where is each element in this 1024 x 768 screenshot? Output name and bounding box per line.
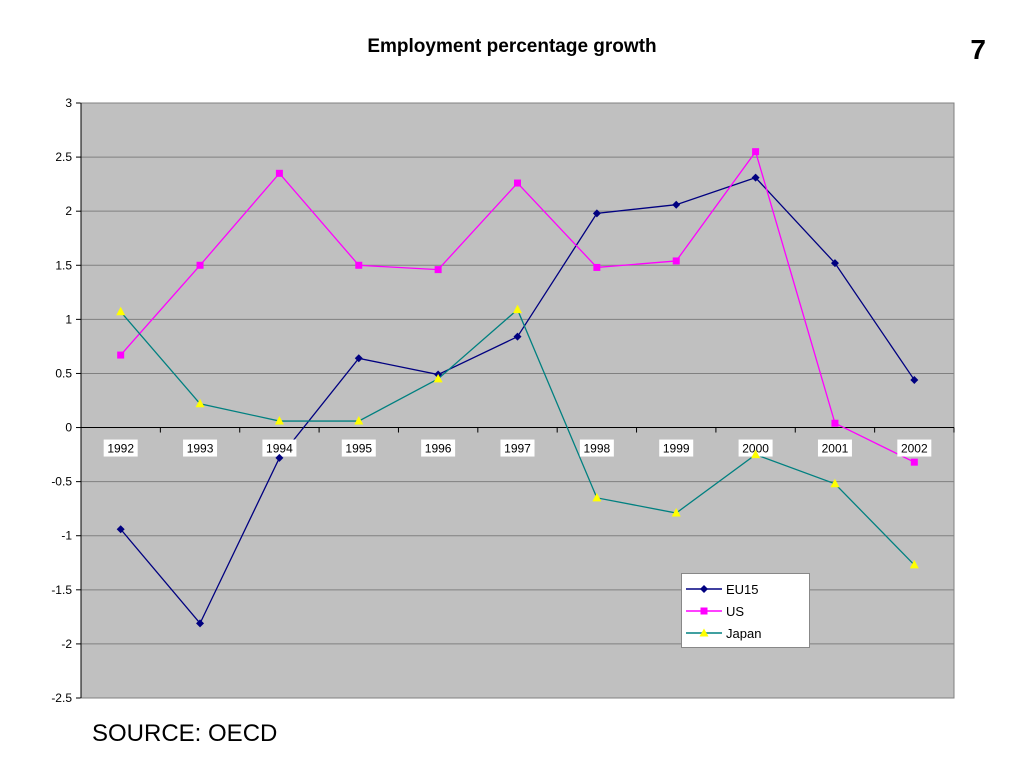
data-point-japan <box>830 478 840 488</box>
x-tick-label: 1998 <box>584 442 611 456</box>
legend-swatch-japan <box>686 628 722 637</box>
data-point-us <box>514 179 521 187</box>
legend-label-us: US <box>726 603 745 619</box>
legend-swatch-us <box>686 607 722 615</box>
data-point-japan <box>751 449 761 459</box>
data-point-eu15 <box>592 209 601 218</box>
y-tick-label: 1.5 <box>55 258 72 272</box>
chart-legend: EU15 US Japan <box>681 573 810 648</box>
x-tick-label: 2001 <box>822 442 849 456</box>
x-tick-label: 2000 <box>742 442 769 456</box>
x-tick-label-bg <box>262 439 297 457</box>
data-point-eu15 <box>513 332 522 341</box>
x-tick-label-bg <box>421 439 456 457</box>
x-tick-label: 1995 <box>345 442 372 456</box>
data-point-us <box>752 148 760 156</box>
data-point-us <box>434 266 442 274</box>
data-point-eu15 <box>354 354 363 363</box>
x-tick-label-bg <box>500 439 535 457</box>
data-point-eu15 <box>672 200 681 209</box>
legend-item-japan: Japan <box>682 622 809 644</box>
y-tick-label: -1 <box>61 529 72 543</box>
data-point-japan <box>513 304 522 314</box>
data-point-japan <box>195 398 205 408</box>
x-tick-label-bg <box>183 439 218 457</box>
data-point-japan <box>592 492 602 502</box>
data-point-eu15 <box>830 259 839 268</box>
data-point-eu15 <box>196 619 205 628</box>
x-tick-label-bg <box>579 439 614 457</box>
x-tick-label-bg <box>897 439 932 457</box>
data-point-us <box>117 351 125 359</box>
x-tick-label: 1994 <box>266 442 293 456</box>
legend-label-eu15: EU15 <box>726 581 759 597</box>
data-point-japan <box>354 416 364 425</box>
y-tick-label: 2 <box>65 204 72 218</box>
data-point-us <box>831 419 839 427</box>
data-point-japan <box>433 373 443 383</box>
data-point-japan <box>909 559 919 569</box>
y-tick-label: 2.5 <box>55 150 72 164</box>
x-tick-label: 2002 <box>901 442 928 456</box>
chart-title: Employment percentage growth <box>367 36 657 57</box>
data-point-us <box>196 261 204 269</box>
data-point-eu15 <box>275 453 284 462</box>
data-point-us <box>355 261 363 269</box>
source-note: SOURCE: OECD <box>92 720 278 747</box>
x-tick-label-bg <box>103 439 138 457</box>
data-point-japan <box>116 306 126 316</box>
data-point-eu15 <box>116 525 125 534</box>
data-point-us <box>275 169 283 177</box>
legend-item-eu15: EU15 <box>682 578 809 600</box>
x-tick-label: 1993 <box>187 442 214 456</box>
y-tick-label: 0 <box>65 421 72 435</box>
data-point-us <box>672 257 680 265</box>
y-tick-label: -2 <box>61 637 72 651</box>
data-point-us <box>910 458 918 466</box>
data-point-eu15 <box>910 375 919 384</box>
y-tick-label: 1 <box>65 312 72 326</box>
y-tick-label: 3 <box>65 96 72 110</box>
legend-label-japan: Japan <box>726 625 762 641</box>
y-tick-label: 0.5 <box>55 366 72 380</box>
x-tick-label-bg <box>817 439 852 457</box>
plot-area <box>81 103 954 698</box>
x-tick-label: 1996 <box>425 442 452 456</box>
data-point-eu15 <box>751 173 760 182</box>
legend-item-us: US <box>682 600 809 622</box>
x-tick-label: 1999 <box>663 442 690 456</box>
data-point-japan <box>274 416 284 425</box>
x-tick-label: 1997 <box>504 442 531 456</box>
y-tick-label: -0.5 <box>51 475 72 489</box>
data-point-us <box>593 263 601 271</box>
x-tick-label-bg <box>659 439 694 457</box>
x-tick-label-bg <box>738 439 773 457</box>
x-tick-label: 1992 <box>107 442 134 456</box>
y-tick-label: -1.5 <box>51 583 72 597</box>
y-tick-label: -2.5 <box>51 691 72 705</box>
legend-swatch-eu15 <box>686 585 722 593</box>
page-number: 7 <box>970 34 986 65</box>
x-tick-label-bg <box>341 439 376 457</box>
data-point-japan <box>671 508 681 517</box>
